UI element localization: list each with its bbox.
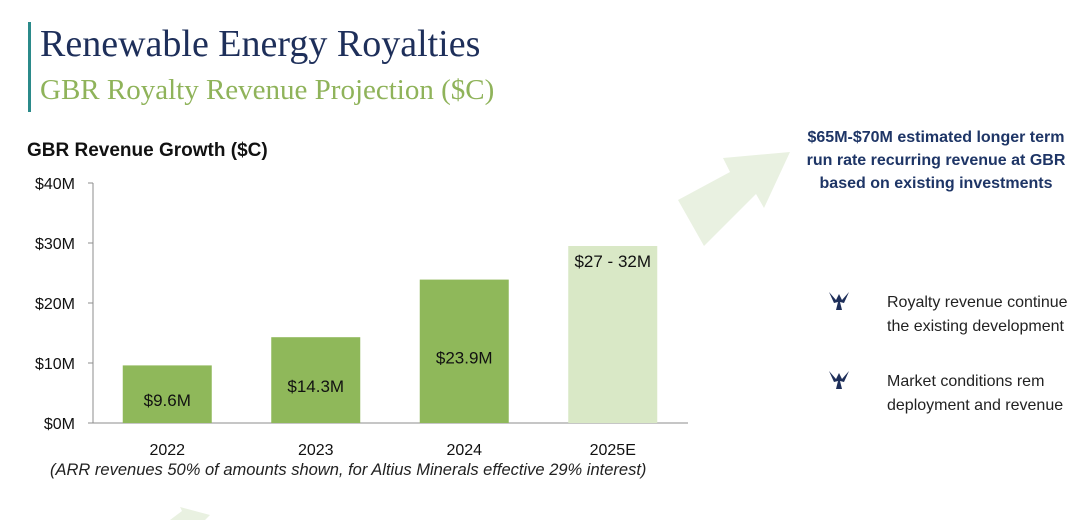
y-tick-label: $30M — [35, 236, 75, 253]
callout-line: run rate recurring revenue at GBR — [806, 152, 1066, 170]
run-rate-callout: $65M-$70M estimated longer term run rate… — [786, 126, 1086, 196]
callout-line: $65M-$70M estimated longer term — [807, 129, 1065, 146]
bullet-line: Market conditions rem — [887, 373, 1045, 390]
bird-bullet-icon — [829, 292, 849, 310]
bird-bullet-icon — [829, 371, 849, 389]
page-title: Renewable Energy Royalties — [40, 23, 481, 65]
x-tick-label: 2023 — [298, 442, 334, 459]
bullet-line: deployment and revenue — [887, 397, 1064, 414]
bar — [419, 279, 509, 423]
x-tick-label: 2024 — [446, 442, 482, 459]
y-tick-label: $40M — [35, 176, 75, 193]
bullet-line: the existing development — [887, 318, 1064, 335]
bullet-text: Market conditions rem deployment and rev… — [887, 370, 1086, 418]
page-subtitle: GBR Royalty Revenue Projection ($C) — [40, 74, 495, 106]
chart-footnote: (ARR revenues 50% of amounts shown, for … — [50, 461, 647, 479]
y-tick-label: $0M — [44, 416, 75, 433]
bar-chart: $0M $10M $20M $30M $40M $9.6M 2022 $14.3M 2023 $2… — [35, 176, 688, 459]
bar — [568, 246, 658, 423]
bar — [271, 337, 361, 423]
bullet-text: Royalty revenue continue the existing de… — [887, 291, 1086, 339]
y-tick-label: $20M — [35, 296, 75, 313]
bar-data-label: $14.3M — [287, 377, 344, 396]
chart-title: GBR Revenue Growth ($C) — [27, 140, 268, 161]
bullet-item: Market conditions rem deployment and rev… — [828, 370, 1086, 422]
title-accent-bar — [28, 22, 31, 112]
bar-data-label: $23.9M — [436, 348, 493, 367]
bullet-item: Royalty revenue continue the existing de… — [828, 291, 1086, 343]
bar — [122, 365, 212, 423]
callout-line: based on existing investments — [819, 175, 1053, 193]
decorative-arrow-icon — [170, 507, 210, 520]
x-tick-label: 2025E — [590, 442, 636, 459]
bullet-line: Royalty revenue continue — [887, 294, 1068, 311]
bar-data-label: $27 - 32M — [574, 252, 651, 271]
y-tick-label: $10M — [35, 356, 75, 373]
bar-data-label: $9.6M — [144, 391, 191, 410]
growth-arrow-icon — [678, 152, 790, 246]
x-tick-label: 2022 — [149, 442, 185, 459]
